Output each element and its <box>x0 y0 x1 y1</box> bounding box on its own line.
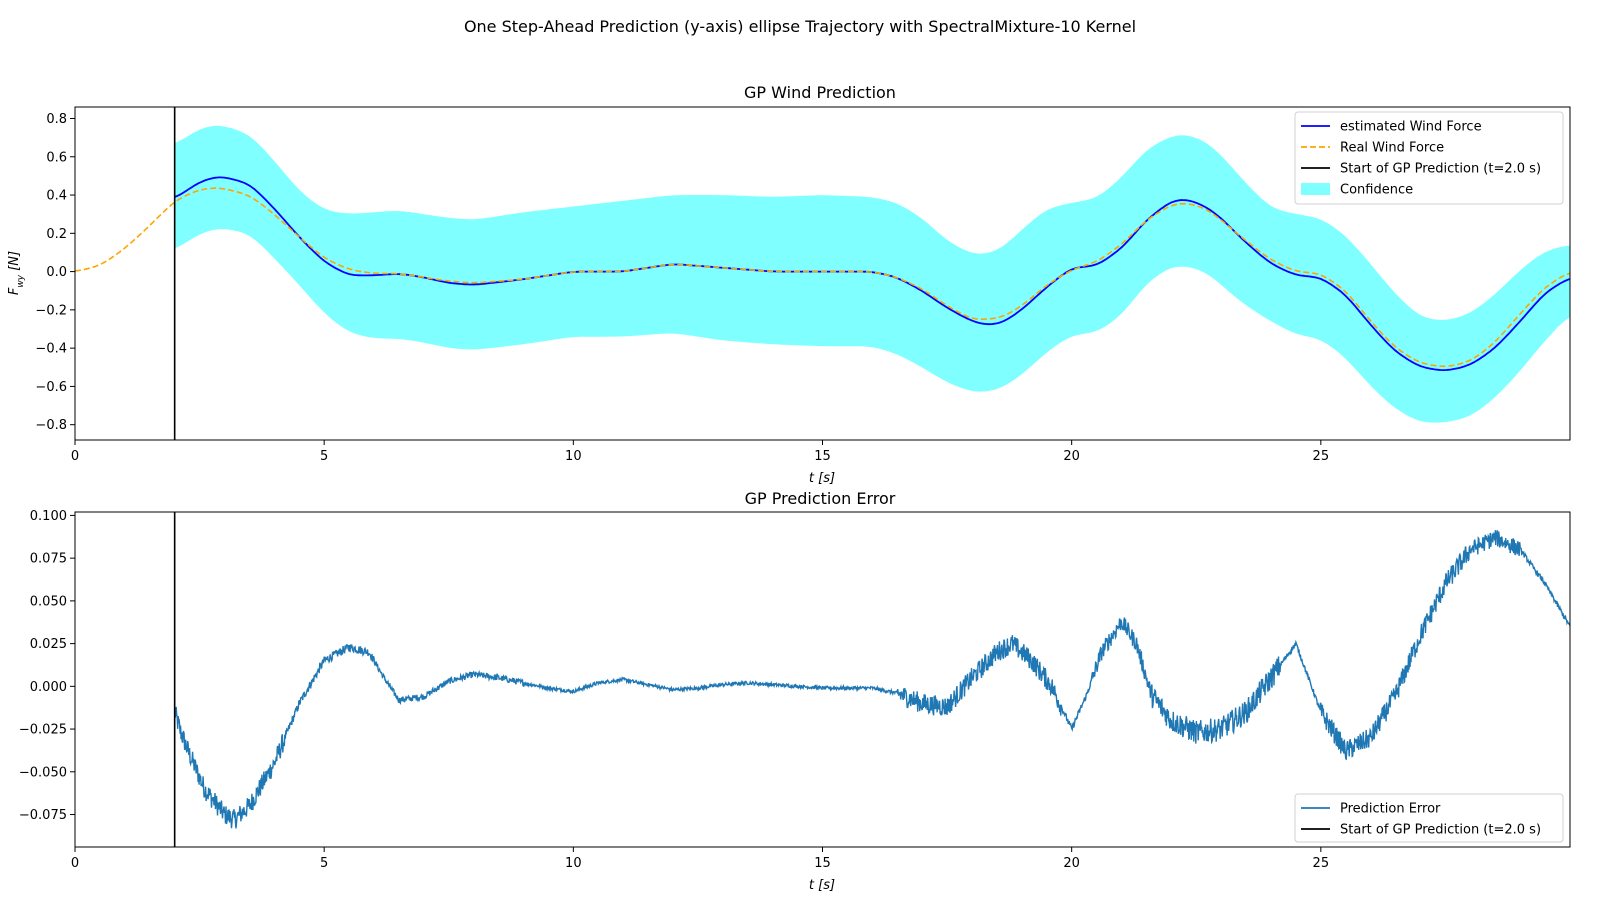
x-tick-label: 20 <box>1063 856 1080 871</box>
y-tick-label: −0.8 <box>35 418 67 433</box>
x-tick-label: 0 <box>71 449 79 464</box>
y-tick-label: −0.050 <box>19 765 67 780</box>
x-tick-label: 15 <box>814 449 831 464</box>
estimated-wind-force-line <box>174 176 1571 371</box>
legend-label: Confidence <box>1340 183 1413 198</box>
real-wind-force-line <box>74 187 1571 368</box>
wind-prediction-title: GP Wind Prediction <box>744 83 896 102</box>
y-tick-label: 0.025 <box>30 637 67 652</box>
y-tick-label: 0.4 <box>46 189 67 204</box>
prediction-error-y-ticks: −0.075 −0.050 −0.025 0.000 0.025 0.050 0.075 0.… <box>19 509 75 823</box>
legend-swatch <box>1301 183 1330 195</box>
y-tick-label: 0.8 <box>46 112 67 127</box>
legend-entry: Real Wind Force <box>1301 141 1444 156</box>
x-tick-label: 20 <box>1063 449 1080 464</box>
prediction-error-legend: Prediction Error Start of GP Prediction (… <box>1294 793 1564 843</box>
legend-entry: Start of GP Prediction (t=2.0 s) <box>1301 823 1541 838</box>
y-tick-label: 0.050 <box>30 594 67 609</box>
y-tick-label: 0.0 <box>46 265 67 280</box>
wind-prediction-xlabel: t [s] <box>809 471 835 486</box>
x-tick-label: 0 <box>71 856 79 871</box>
legend-entry: Start of GP Prediction (t=2.0 s) <box>1301 162 1541 177</box>
x-tick-label: 10 <box>565 856 582 871</box>
prediction-error-title: GP Prediction Error <box>745 489 896 508</box>
legend-label: Real Wind Force <box>1340 141 1444 156</box>
legend-box <box>1294 111 1564 205</box>
y-tick-label: −0.075 <box>19 808 67 823</box>
legend-box <box>1294 793 1564 843</box>
x-tick-label: 25 <box>1313 449 1330 464</box>
legend-label: Start of GP Prediction (t=2.0 s) <box>1340 162 1541 177</box>
legend-entry: estimated Wind Force <box>1301 120 1482 135</box>
x-tick-label: 5 <box>320 449 328 464</box>
figure-suptitle: One Step-Ahead Prediction (y-axis) ellip… <box>464 17 1136 36</box>
y-tick-label: −0.2 <box>35 303 67 318</box>
legend-label: estimated Wind Force <box>1340 120 1482 135</box>
y-tick-label: −0.6 <box>35 380 67 395</box>
x-tick-label: 10 <box>565 449 582 464</box>
wind-prediction-x-ticks: 0 5 10 15 20 25 <box>71 440 1329 464</box>
x-tick-label: 15 <box>814 856 831 871</box>
prediction-error-plot-area <box>173 512 1571 847</box>
prediction-error-panel: GP Prediction Error 0 5 10 15 20 25 −0.075−0.… <box>19 489 1571 893</box>
wind-prediction-legend: estimated Wind Force Real Wind Force Start… <box>1294 111 1564 205</box>
y-tick-label: −0.4 <box>35 342 67 357</box>
prediction-error-x-ticks: 0 5 10 15 20 25 <box>71 847 1329 871</box>
legend-label: Start of GP Prediction (t=2.0 s) <box>1340 823 1541 838</box>
y-tick-label: 0.2 <box>46 227 67 242</box>
wind-prediction-panel: GP Wind Prediction 0 5 10 15 20 25 −0.8−0.6−0… <box>7 83 1571 486</box>
y-tick-label: 0.6 <box>46 150 67 165</box>
x-tick-label: 25 <box>1313 856 1330 871</box>
x-tick-label: 5 <box>320 856 328 871</box>
y-tick-label: −0.025 <box>19 723 67 738</box>
y-tick-label: 0.100 <box>30 509 67 524</box>
y-tick-label: 0.075 <box>30 552 67 567</box>
wind-prediction-y-ticks: −0.8 −0.6 −0.4 −0.2 0.0 0.2 0.4 0.6 0.8 <box>35 112 75 433</box>
legend-entry: Prediction Error <box>1301 802 1441 817</box>
prediction-error-line <box>174 530 1571 829</box>
prediction-error-xlabel: t [s] <box>809 878 835 893</box>
confidence-band <box>174 125 1571 423</box>
wind-prediction-plot-area <box>74 107 1571 440</box>
legend-label: Prediction Error <box>1340 802 1441 817</box>
legend-entry: Confidence <box>1301 183 1413 198</box>
y-tick-label: 0.000 <box>30 680 67 695</box>
wind-prediction-ylabel: Fwy [N] <box>7 251 26 295</box>
